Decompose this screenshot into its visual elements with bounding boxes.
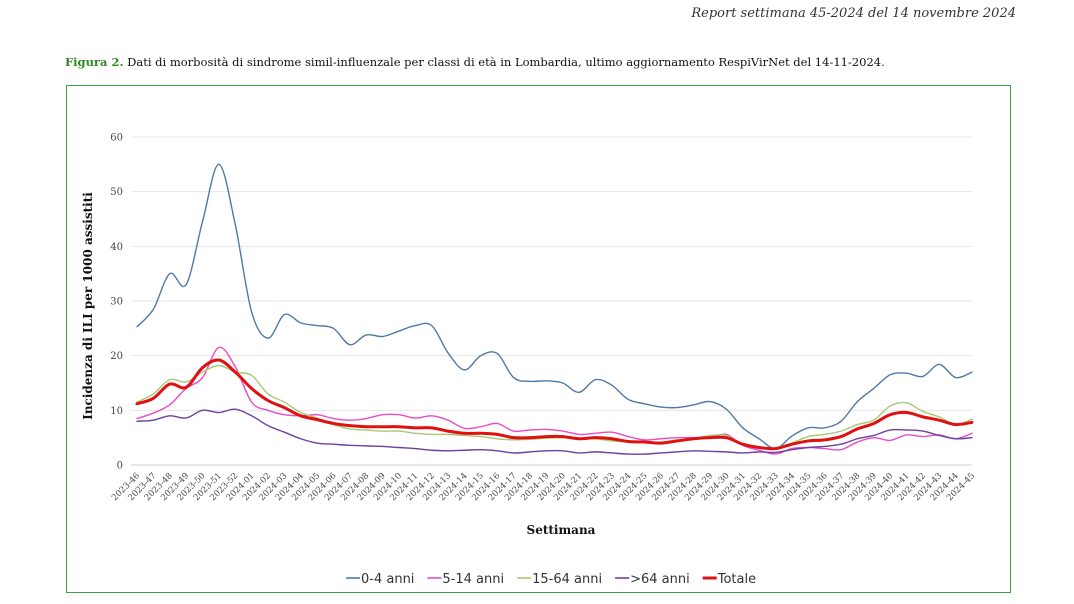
report-header: Report settimana 45-2024 del 14 novembre… — [691, 6, 1016, 21]
y-tick-label: 30 — [110, 297, 123, 308]
legend-label-15-64-anni: 15-64 anni — [532, 572, 602, 587]
grid-lines — [131, 136, 972, 466]
legend-label-totale: Totale — [717, 572, 756, 587]
y-tick-label: 50 — [110, 187, 123, 198]
y-axis-label: Incidenza di ILI per 1000 assistiti — [81, 192, 95, 420]
chart-frame — [66, 85, 1011, 593]
y-tick-label: 0 — [117, 461, 123, 472]
figure-caption: Figura 2. Dati di morbosità di sindrome … — [65, 55, 885, 69]
series-line-5-14-anni — [136, 346, 973, 455]
legend: 0-4 anni 5-14 anni 15-64 anni >64 anni Total… — [346, 572, 756, 587]
y-tick-labels: 0 10 20 30 40 50 60 — [110, 133, 123, 472]
x-tick-labels: 2023-462023-472023-482023-492023-502023-… — [110, 471, 977, 503]
series-line-totale — [135, 358, 974, 451]
legend-label-0-4-anni: 0-4 anni — [361, 572, 414, 587]
series-lines — [135, 163, 974, 455]
y-tick-label: 40 — [110, 242, 123, 253]
series-line-0-4-anni — [136, 163, 973, 450]
y-tick-label: 10 — [110, 406, 123, 417]
legend-label-5-14-anni: 5-14 anni — [442, 572, 504, 587]
legend-label-64-anni: >64 anni — [630, 572, 690, 587]
y-tick-label: 60 — [110, 133, 123, 144]
y-tick-label: 20 — [110, 351, 123, 362]
x-axis-label: Settimana — [527, 523, 596, 537]
series-line-64-anni — [136, 408, 973, 455]
figure-caption-text: Dati di morbosità di sindrome simil-infl… — [127, 55, 885, 69]
figure-label: Figura 2. — [65, 55, 124, 69]
